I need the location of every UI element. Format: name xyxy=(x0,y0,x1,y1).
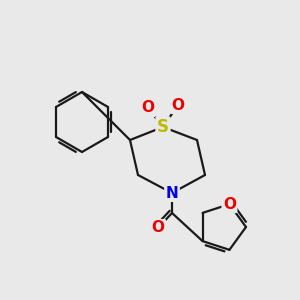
Text: O: O xyxy=(223,197,236,212)
Text: O: O xyxy=(152,220,164,236)
Text: N: N xyxy=(166,185,178,200)
Text: S: S xyxy=(157,118,169,136)
Text: O: O xyxy=(142,100,154,116)
Text: O: O xyxy=(172,98,184,112)
